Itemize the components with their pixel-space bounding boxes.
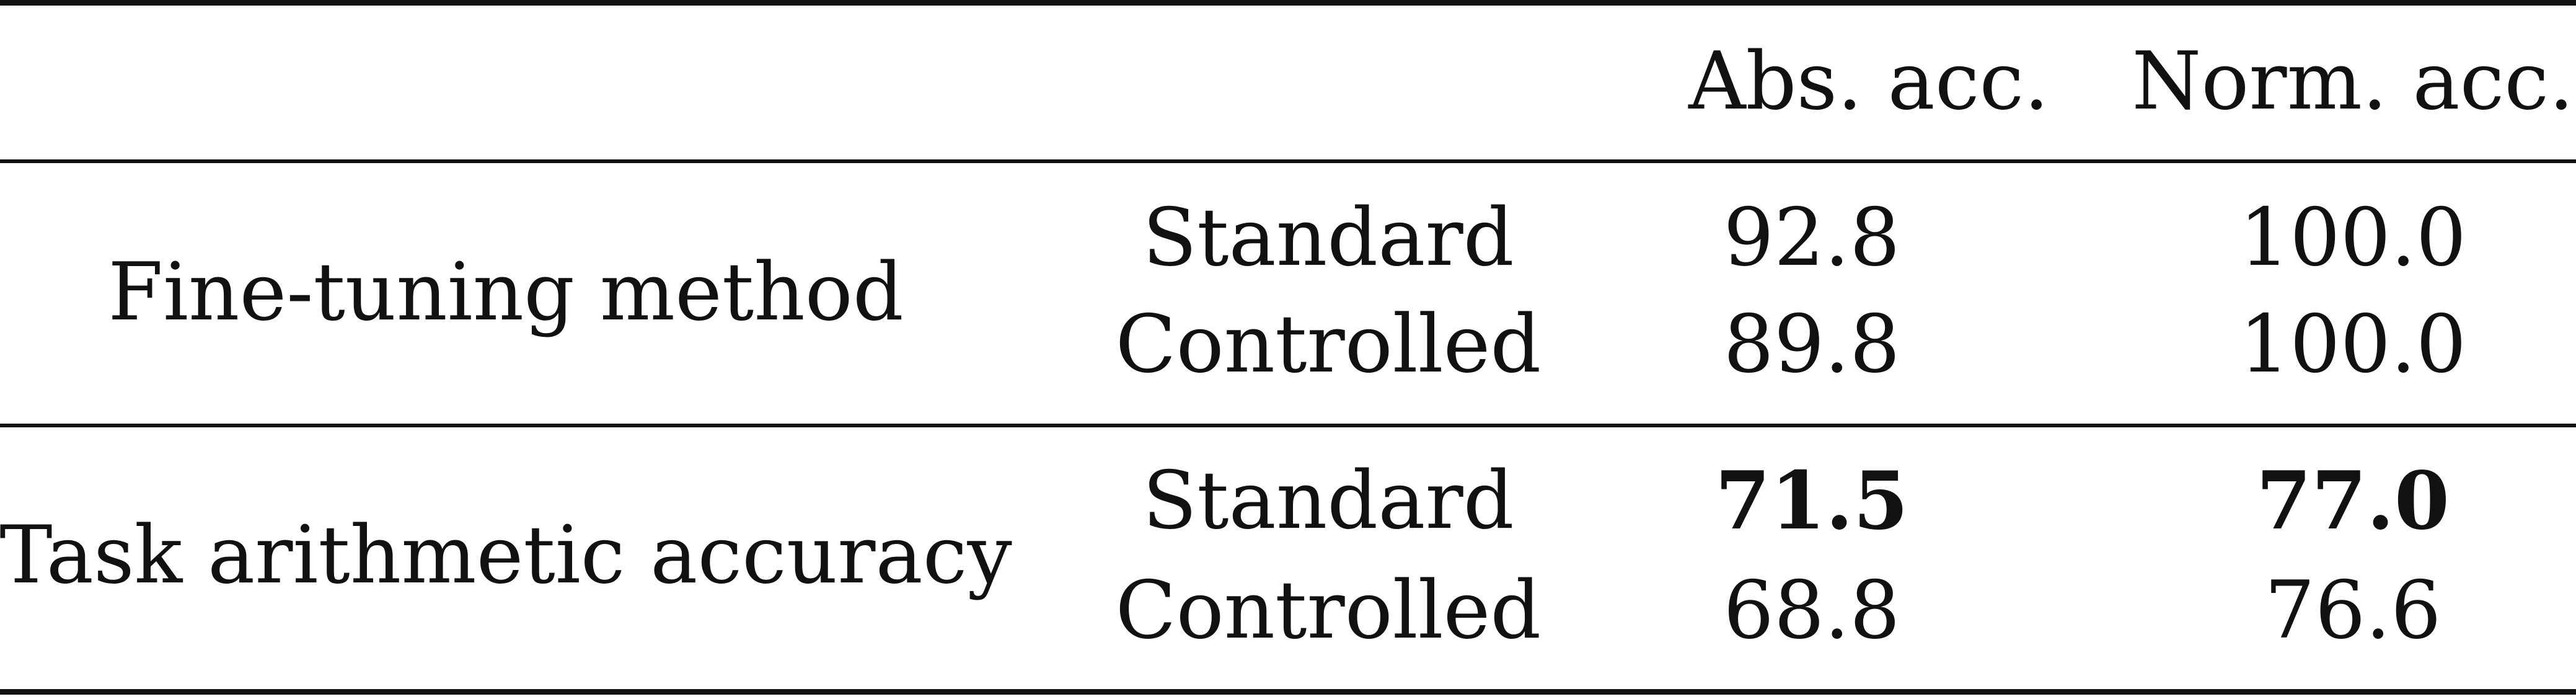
top-rule [0, 0, 2576, 6]
group-label-fine-tuning: Fine-tuning method [108, 246, 904, 339]
norm-standard-ta: 77.0 [2256, 455, 2450, 548]
abs-standard-ft: 92.8 [1723, 192, 1900, 284]
header-abs-acc: Abs. acc. [1688, 35, 2049, 128]
norm-controlled-ta: 76.6 [2264, 564, 2441, 657]
method-standard-ft: Standard [1142, 192, 1514, 284]
group-rule [0, 424, 2576, 427]
method-controlled-ft: Controlled [1115, 298, 1542, 391]
header-rule [0, 159, 2576, 163]
abs-controlled-ta: 68.8 [1723, 564, 1900, 657]
group-label-task-arithmetic: Task arithmetic accuracy [0, 509, 1012, 602]
norm-standard-ft: 100.0 [2239, 192, 2467, 284]
method-standard-ta: Standard [1142, 455, 1514, 547]
header-norm-acc: Norm. acc. [2132, 35, 2574, 128]
bottom-rule [0, 689, 2576, 695]
abs-standard-ta: 71.5 [1715, 455, 1908, 548]
norm-controlled-ft: 100.0 [2239, 298, 2467, 391]
method-controlled-ta: Controlled [1115, 564, 1542, 657]
abs-controlled-ft: 89.8 [1723, 298, 1900, 391]
